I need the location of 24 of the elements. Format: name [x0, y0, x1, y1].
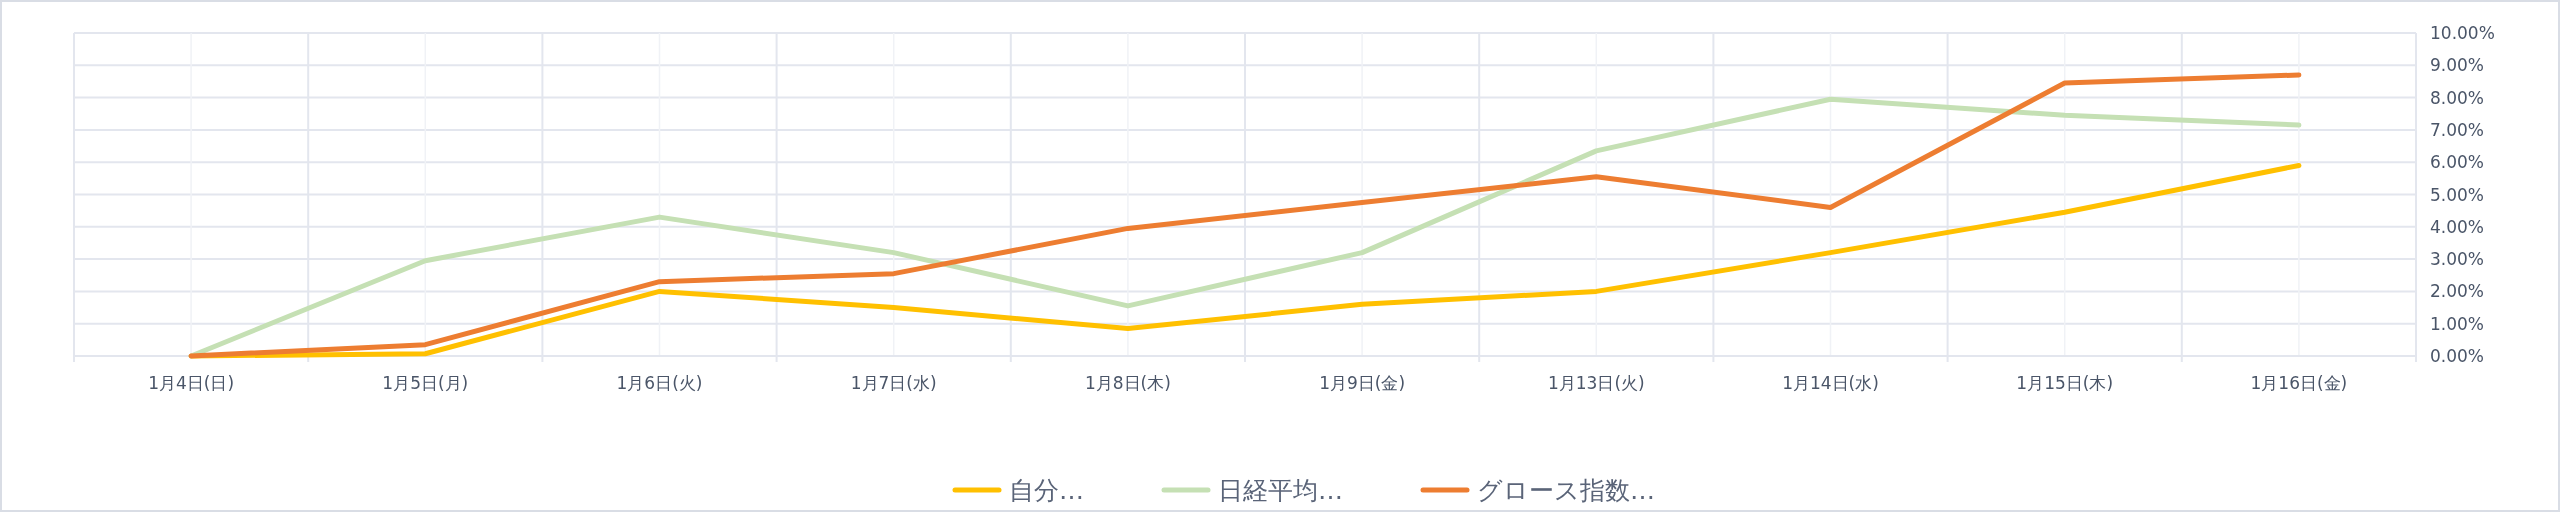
x-tick-label: 1月14日(水) — [1782, 373, 1879, 393]
x-tick-label: 1月5日(月) — [382, 373, 469, 393]
y-tick-label: 6.00% — [2430, 152, 2485, 173]
x-tick-label: 1月13日(火) — [1547, 373, 1645, 393]
y-tick-label: 4.00% — [2430, 216, 2485, 237]
y-tick-label: 0.00% — [2430, 346, 2485, 366]
x-tick-label: 1月4日(日) — [148, 373, 235, 393]
legend-label: 自分… — [1009, 476, 1084, 505]
legend-label: グロース指数… — [1477, 476, 1655, 505]
y-tick-label: 2.00% — [2430, 281, 2485, 302]
x-tick-label: 1月15日(木) — [2016, 373, 2114, 393]
y-tick-label: 10.00% — [2430, 23, 2495, 43]
y-tick-label: 5.00% — [2430, 184, 2485, 205]
x-tick-label: 1月7日(水) — [850, 373, 937, 393]
x-tick-label: 1月9日(金) — [1319, 373, 1406, 393]
y-tick-label: 7.00% — [2430, 119, 2485, 140]
x-tick-label: 1月16日(金) — [2250, 373, 2348, 393]
y-tick-label: 1.00% — [2430, 313, 2485, 334]
y-tick-label: 8.00% — [2430, 87, 2485, 108]
x-tick-label: 1月8日(木) — [1084, 373, 1171, 393]
y-tick-label: 3.00% — [2430, 249, 2485, 270]
y-tick-label: 9.00% — [2430, 55, 2485, 76]
legend-label: 日経平均… — [1218, 476, 1343, 505]
x-tick-label: 1月6日(火) — [616, 373, 703, 393]
